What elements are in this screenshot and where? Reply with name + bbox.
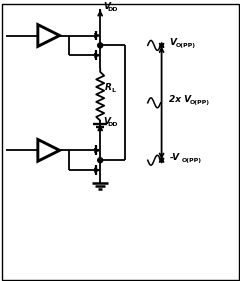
Text: O(PP): O(PP): [181, 158, 201, 163]
Text: DD: DD: [108, 122, 118, 127]
Text: O(PP): O(PP): [189, 100, 209, 105]
Text: V: V: [103, 117, 110, 126]
Text: 2x V: 2x V: [169, 95, 192, 104]
Text: V: V: [103, 2, 110, 11]
Text: R: R: [105, 83, 112, 92]
Circle shape: [98, 43, 103, 48]
Text: L: L: [111, 89, 115, 94]
Text: -V: -V: [169, 153, 180, 162]
Text: V: V: [169, 38, 176, 47]
Text: O(PP): O(PP): [175, 43, 195, 48]
Circle shape: [98, 158, 103, 163]
Text: DD: DD: [108, 7, 118, 12]
